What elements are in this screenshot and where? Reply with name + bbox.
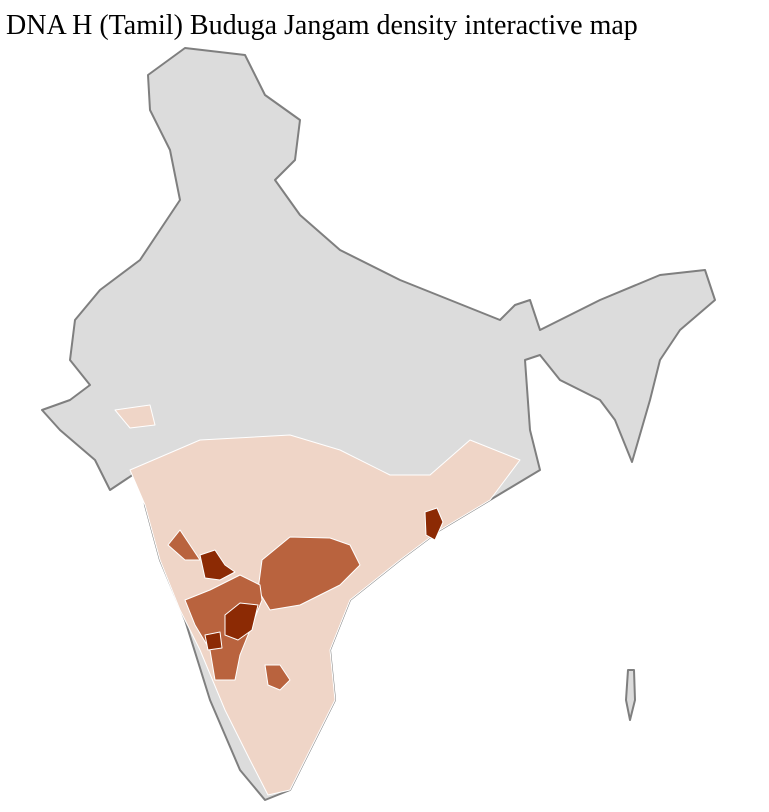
region-low-density-south[interactable] bbox=[129, 434, 521, 796]
region-high-density-1[interactable] bbox=[199, 549, 236, 581]
map-title: DNA H (Tamil) Buduga Jangam density inte… bbox=[6, 10, 638, 41]
region-medium-north-karnataka[interactable] bbox=[167, 529, 201, 561]
region-high-density-2[interactable] bbox=[224, 602, 259, 641]
region-high-density-3[interactable] bbox=[204, 631, 223, 651]
high-density-regions bbox=[199, 507, 444, 651]
low-density-regions bbox=[114, 404, 521, 796]
region-low-density-gujarat[interactable] bbox=[114, 404, 156, 429]
region-medium-tamilnadu[interactable] bbox=[264, 664, 291, 691]
islands bbox=[625, 669, 636, 721]
region-high-density-odisha[interactable] bbox=[424, 507, 444, 541]
andaman-islands[interactable] bbox=[625, 669, 636, 721]
region-medium-telangana[interactable] bbox=[257, 536, 361, 611]
